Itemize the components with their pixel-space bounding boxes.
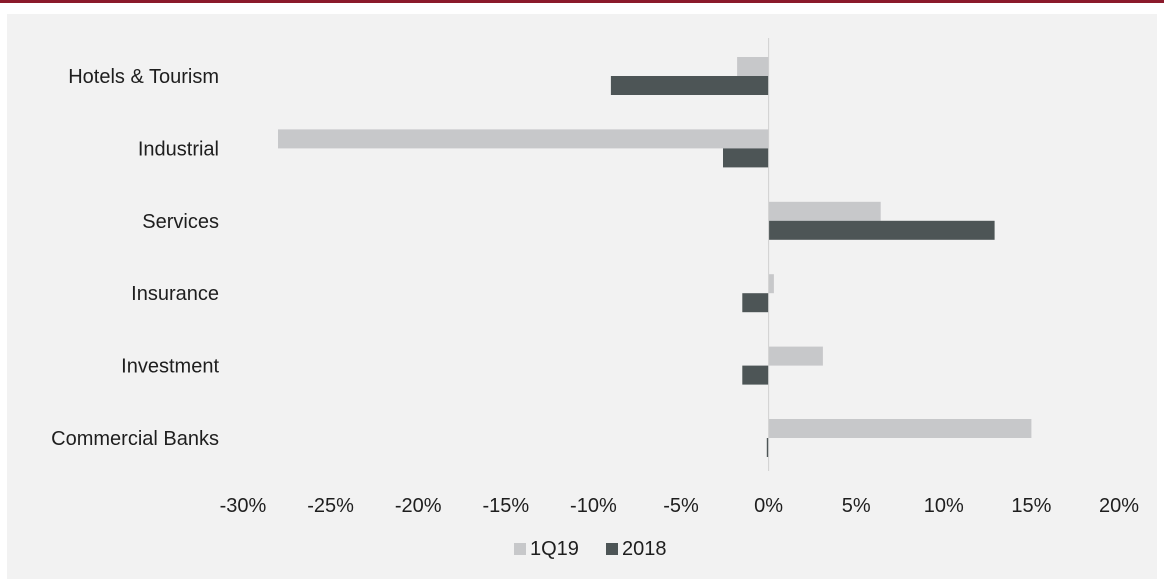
chart-panel [7,14,1157,579]
bar-2018-insurance [742,293,769,313]
x-tick-label: -30% [220,495,267,517]
category-label-insurance: Insurance [131,283,219,305]
legend-swatch-2018 [606,543,618,555]
x-tick-label: -20% [395,495,442,517]
bar-1q19-services [768,201,881,221]
legend-label-1q19: 1Q19 [530,538,579,560]
legend-swatch-1q19 [514,543,526,555]
bars-group [278,57,1032,457]
bar-1q19-commercial-banks [768,419,1032,438]
category-label-industrial: Industrial [138,138,219,160]
x-tick-label: -25% [307,495,354,517]
legend: 1Q19 2018 [514,538,667,560]
bar-2018-investment [742,365,769,385]
bar-2018-industrial [723,148,769,168]
category-label-commercial-banks: Commercial Banks [51,428,219,450]
x-tick-label: 10% [924,495,964,517]
bar-1q19-insurance [768,274,774,294]
bar-2018-hotels-tourism [610,76,769,95]
bar-1q19-hotels-tourism [737,57,769,76]
category-label-services: Services [142,211,219,233]
x-tick-label: 5% [842,495,871,517]
x-tick-label: 0% [754,495,783,517]
x-tick-label: -5% [663,495,699,517]
top-accent-rule [0,0,1164,3]
bar-2018-commercial-banks [766,438,769,457]
category-label-hotels-tourism: Hotels & Tourism [68,66,219,88]
x-tick-label: -15% [482,495,529,517]
x-tick-label: 20% [1099,495,1139,517]
bar-2018-services [768,220,995,240]
x-tick-label: -10% [570,495,617,517]
category-labels: Hotels & Tourism Industrial Services Insura… [51,66,219,450]
bar-1q19-investment [768,346,823,366]
x-tick-labels: -30% -25% -20% -15% -10% -5% 0% 5% 10% 15% 20% [220,495,1140,517]
legend-label-2018: 2018 [622,538,667,560]
bar-1q19-industrial [278,129,769,149]
category-label-investment: Investment [121,356,219,378]
x-tick-label: 15% [1011,495,1051,517]
